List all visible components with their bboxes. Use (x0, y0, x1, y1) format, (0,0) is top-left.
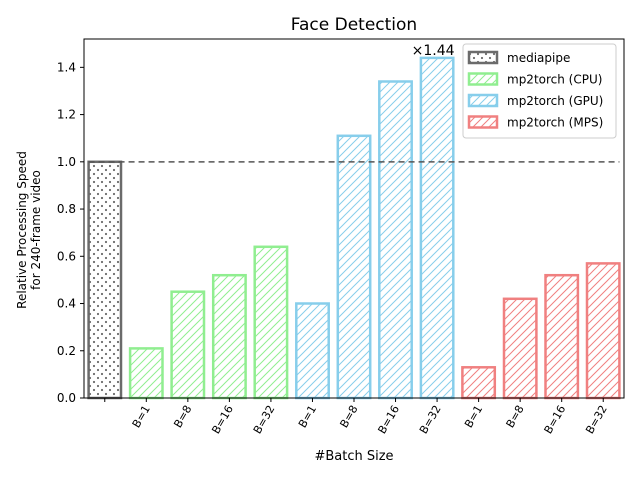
x-axis-label: #Batch Size (314, 449, 393, 464)
x-tick-label: B=16 (209, 403, 236, 436)
plot-area: 0.0 0.2 0.4 0.6 0.8 1.0 1.2 1.4 B=1 B=8 B=16 B=32 B=… (57, 38, 625, 436)
x-tick-label: B=32 (251, 403, 278, 436)
bar-mp2torch-gpu--6 (336, 134, 372, 400)
x-tick-label: B=16 (375, 403, 402, 436)
chart-title: Face Detection (291, 15, 417, 35)
x-tick-label: B=1 (296, 403, 319, 430)
legend-swatch (467, 93, 499, 108)
legend-label: mediapipe (507, 51, 570, 65)
x-tick-label: B=32 (417, 403, 444, 436)
bar-mp2torch-mps--11 (544, 273, 580, 400)
x-tick-label: B=16 (542, 403, 569, 436)
x-tick-label: B=8 (171, 403, 194, 430)
legend-swatch (467, 115, 499, 129)
legend-box (462, 43, 617, 139)
bar-mp2torch-cpu--4 (253, 245, 289, 400)
bar-mp2torch-cpu--3 (211, 273, 247, 400)
bar-mp2torch-mps--9 (461, 366, 497, 400)
x-tick-label: B=1 (130, 403, 153, 430)
legend-label: mp2torch (GPU) (507, 94, 603, 108)
legend-label: mp2torch (MPS) (507, 116, 603, 130)
y-axis-label-line-2: for 240-frame video (29, 170, 43, 290)
bar-mp2torch-gpu--7 (378, 80, 413, 400)
bar-mediapipe-0 (87, 160, 123, 400)
x-tick-label: B=1 (462, 403, 485, 430)
bar-mp2torch-cpu--2 (170, 290, 206, 400)
y-tick-label: 1.2 (57, 108, 76, 122)
y-tick-label: 0.6 (57, 249, 76, 263)
y-tick-label: 1.0 (57, 155, 76, 169)
y-tick-label: 0.0 (57, 391, 76, 405)
legend: mediapipe mp2torch (CPU) mp2torch (GPU) mp2… (462, 43, 617, 139)
y-axis-label-line-1: Relative Processing Speed (15, 151, 29, 309)
bar-mp2torch-cpu--1 (128, 347, 164, 400)
max-speedup-annotation: ×1.44 (412, 43, 455, 59)
bar-mp2torch-gpu--5 (295, 302, 330, 400)
y-tick-label: 1.4 (57, 60, 76, 74)
x-tick-label: B=32 (583, 403, 610, 436)
x-tick-label: B=8 (504, 403, 527, 430)
y-tick-label: 0.8 (57, 202, 76, 216)
legend-swatch (467, 72, 499, 86)
bar-mp2torch-mps--10 (502, 297, 538, 400)
legend-label: mp2torch (CPU) (507, 73, 602, 87)
x-tick-label: B=8 (337, 403, 360, 430)
bar-mp2torch-mps--12 (585, 262, 621, 400)
y-tick-label: 0.2 (57, 344, 76, 358)
legend-swatch (467, 50, 499, 65)
bar-mp2torch-gpu--8 (419, 56, 455, 400)
y-axis-label: Relative Processing Speed for 240-frame … (15, 151, 43, 309)
y-tick-label: 0.4 (57, 297, 76, 311)
